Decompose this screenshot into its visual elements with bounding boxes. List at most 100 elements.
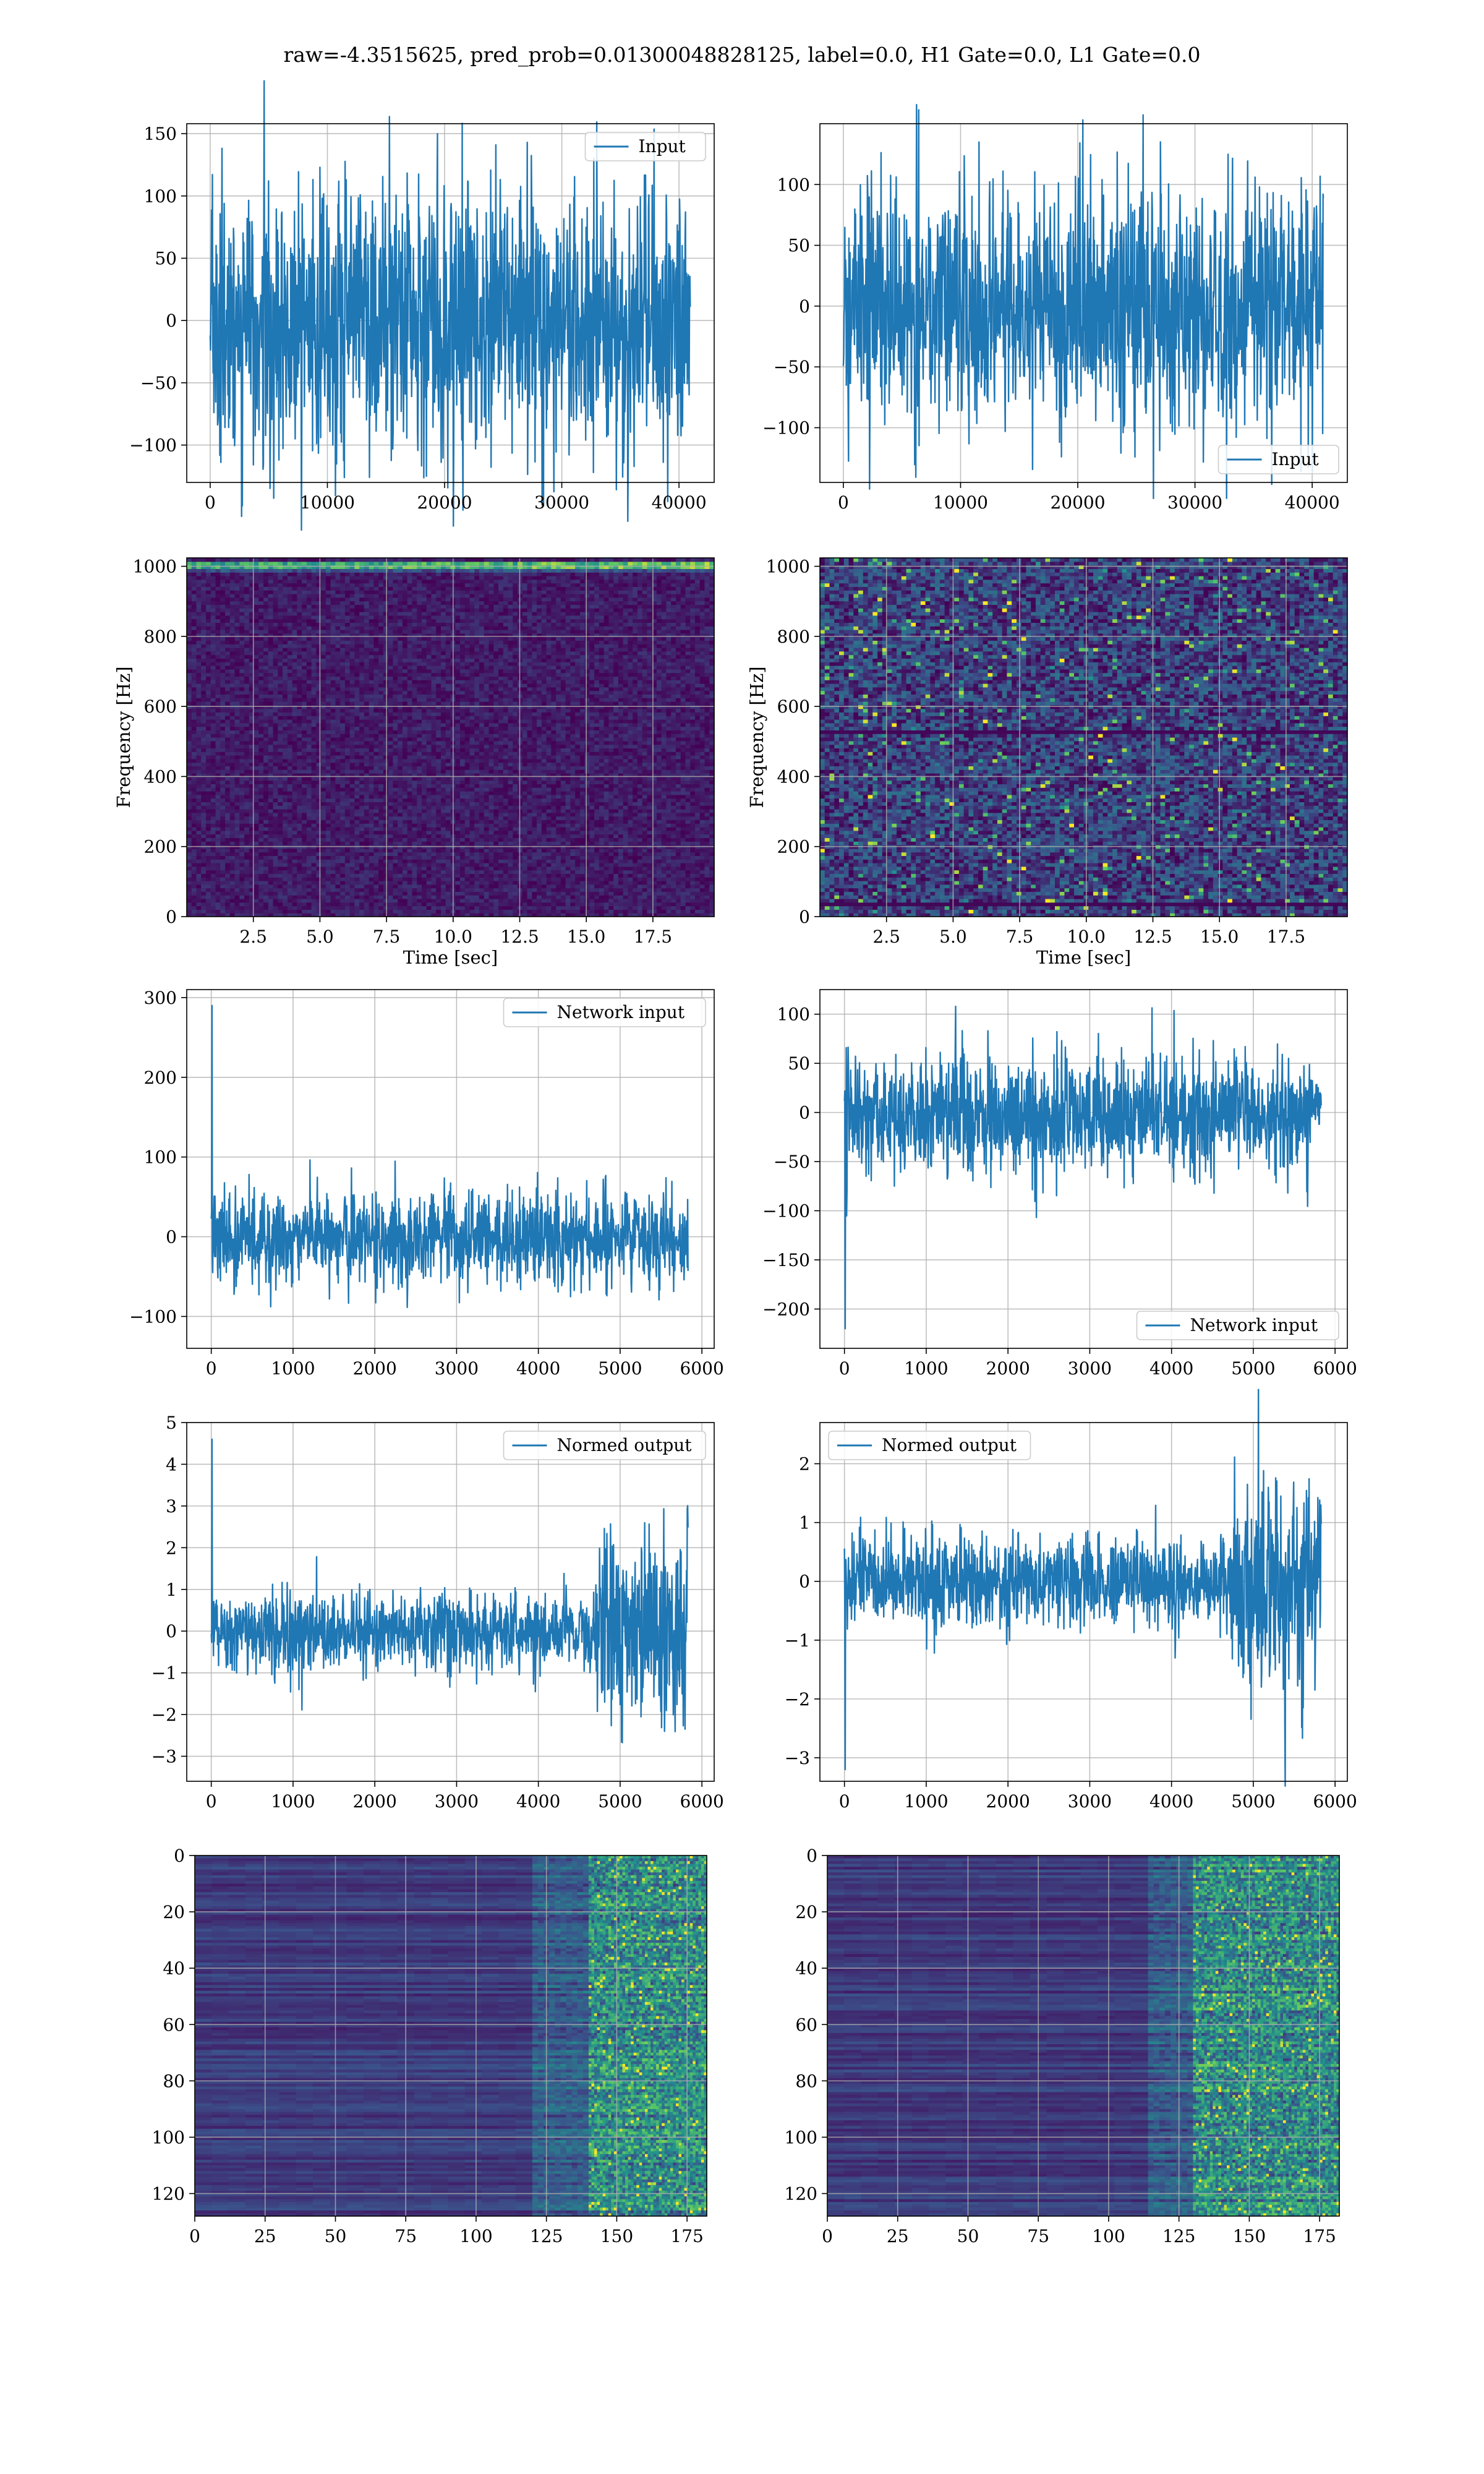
x-tick-label: 2000 — [986, 1791, 1030, 1812]
y-tick-label: 100 — [785, 2127, 817, 2147]
y-tick-label: 1 — [166, 1580, 177, 1600]
panel-p1: 0 10000 20000 30000 40000−100−50050100150Inp… — [129, 81, 714, 530]
x-tick-label: 75 — [1027, 2226, 1049, 2246]
x-tick-label: 40000 — [652, 492, 707, 513]
y-tick-label: 800 — [144, 627, 177, 647]
x-tick-label: 3000 — [1068, 1791, 1112, 1812]
y-tick-label: 200 — [777, 837, 810, 857]
x-tick-label: 10000 — [300, 492, 355, 513]
legend: Normed output — [504, 1431, 706, 1460]
heatmap-cells — [195, 1856, 707, 2217]
x-tick-label: 6000 — [680, 1791, 724, 1812]
x-tick-label: 2.5 — [239, 927, 267, 947]
y-tick-label: 60 — [795, 2014, 817, 2035]
y-tick-label: 300 — [144, 988, 177, 1008]
y-tick-label: 100 — [777, 174, 810, 195]
y-tick-label: 600 — [144, 696, 177, 717]
x-tick-label: 4000 — [516, 1358, 560, 1379]
axes-frame — [820, 990, 1347, 1348]
y-tick-label: 100 — [152, 2127, 185, 2147]
y-tick-label: 2 — [166, 1538, 177, 1558]
y-tick-label: 40 — [163, 1958, 185, 1979]
x-tick-label: 5000 — [1231, 1791, 1275, 1812]
y-tick-label: −3 — [151, 1747, 177, 1767]
y-tick-label: 0 — [799, 907, 810, 927]
y-tick-label: 1 — [799, 1513, 810, 1533]
x-tick-label: 175 — [1303, 2226, 1336, 2246]
y-tick-label: 120 — [785, 2184, 817, 2204]
x-tick-label: 40000 — [1285, 492, 1340, 513]
x-tick-label: 2.5 — [872, 927, 900, 947]
y-tick-label: −100 — [762, 1201, 810, 1222]
y-tick-label: 20 — [795, 1902, 817, 1922]
x-tick-label: 30000 — [534, 492, 589, 513]
y-tick-label: 0 — [799, 296, 810, 317]
x-tick-label: 7.5 — [373, 927, 401, 947]
x-tick-label: 15.0 — [1200, 927, 1239, 947]
x-tick-label: 100 — [459, 2226, 492, 2246]
y-tick-label: 0 — [166, 907, 177, 927]
x-axis-label: Time [sec] — [1036, 947, 1131, 968]
y-tick-label: 3 — [166, 1496, 177, 1517]
x-tick-label: 20000 — [417, 492, 472, 513]
y-tick-label: 200 — [144, 1068, 177, 1088]
x-tick-label: 5.0 — [939, 927, 967, 947]
y-tick-label: 5 — [166, 1413, 177, 1433]
legend: Network input — [504, 998, 706, 1027]
y-tick-label: 0 — [806, 1846, 817, 1866]
x-tick-label: 1000 — [904, 1358, 948, 1379]
y-tick-label: 4 — [166, 1454, 177, 1475]
series-line — [211, 1439, 688, 1743]
legend-label: Normed output — [557, 1435, 693, 1455]
x-tick-label: 25 — [887, 2226, 909, 2246]
legend: Input — [586, 132, 706, 161]
y-tick-label: −2 — [151, 1705, 177, 1725]
x-tick-label: 3000 — [435, 1791, 479, 1812]
x-tick-label: 5000 — [1231, 1358, 1275, 1379]
panel-p7: 0 1000 2000 3000 4000 5000 6000−3−2−1012345Nor… — [151, 1413, 724, 1812]
x-tick-label: 25 — [254, 2226, 276, 2246]
y-tick-label: −150 — [762, 1250, 810, 1270]
x-tick-label: 4000 — [516, 1791, 560, 1812]
legend-label: Network input — [557, 1002, 685, 1022]
y-tick-label: 150 — [144, 124, 177, 144]
y-tick-label: −100 — [129, 1306, 177, 1327]
x-tick-label: 5000 — [598, 1358, 642, 1379]
series-line — [843, 105, 1323, 499]
y-tick-label: −50 — [774, 1152, 810, 1172]
x-tick-label: 6000 — [1313, 1791, 1357, 1812]
y-tick-label: 100 — [144, 186, 177, 207]
legend: Normed output — [829, 1431, 1031, 1460]
y-tick-label: 100 — [777, 1004, 810, 1025]
x-tick-label: 0 — [839, 1791, 850, 1812]
x-tick-label: 0 — [206, 1358, 217, 1379]
x-tick-label: 6000 — [1313, 1358, 1357, 1379]
x-tick-label: 50 — [325, 2226, 347, 2246]
grid — [820, 990, 1347, 1348]
panel-p5: 0 1000 2000 3000 4000 5000 6000−1000100200300N… — [129, 988, 724, 1379]
x-tick-label: 0 — [205, 492, 216, 513]
y-tick-label: −2 — [785, 1689, 810, 1710]
y-tick-label: 40 — [795, 1958, 817, 1979]
x-tick-label: 12.5 — [1133, 927, 1172, 947]
panel-p4: 2.5 5.0 7.5 10.0 12.5 15.0 17.5020040060080010… — [746, 557, 1348, 968]
y-tick-label: −50 — [140, 373, 177, 393]
y-tick-label: 400 — [777, 766, 810, 787]
x-tick-label: 6000 — [680, 1358, 724, 1379]
y-axis-label: Frequency [Hz] — [113, 666, 134, 808]
y-tick-label: 0 — [166, 1621, 177, 1641]
x-tick-label: 10000 — [933, 492, 988, 513]
x-tick-label: 2000 — [353, 1358, 397, 1379]
x-tick-label: 10.0 — [434, 927, 472, 947]
y-tick-label: 0 — [799, 1572, 810, 1592]
legend: Network input — [1137, 1311, 1339, 1340]
y-axis-label: Frequency [Hz] — [746, 666, 767, 808]
x-tick-label: 15.0 — [567, 927, 605, 947]
y-tick-label: −100 — [762, 418, 810, 439]
x-tick-label: 5.0 — [306, 927, 334, 947]
x-tick-label: 0 — [189, 2226, 200, 2246]
y-tick-label: 80 — [795, 2071, 817, 2091]
x-tick-label: 30000 — [1167, 492, 1222, 513]
y-tick-label: 0 — [799, 1103, 810, 1123]
